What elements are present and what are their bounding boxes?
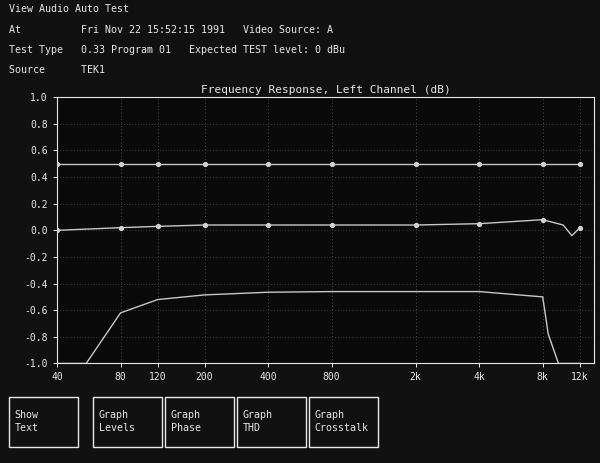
Text: Graph
Crosstalk: Graph Crosstalk (314, 410, 368, 433)
FancyBboxPatch shape (9, 396, 78, 447)
Text: Source      TEK1: Source TEK1 (9, 65, 105, 75)
Text: Show
Text: Show Text (14, 410, 38, 433)
Text: Graph
Phase: Graph Phase (170, 410, 200, 433)
Text: Graph
THD: Graph THD (242, 410, 272, 433)
Title: Frequency Response, Left Channel (dB): Frequency Response, Left Channel (dB) (200, 85, 451, 95)
Text: Test Type   0.33 Program 01   Expected TEST level: 0 dBu: Test Type 0.33 Program 01 Expected TEST … (9, 45, 345, 55)
Text: Graph
Levels: Graph Levels (98, 410, 134, 433)
FancyBboxPatch shape (237, 396, 306, 447)
FancyBboxPatch shape (309, 396, 378, 447)
Text: View Audio Auto Test: View Audio Auto Test (9, 4, 129, 14)
FancyBboxPatch shape (93, 396, 162, 447)
FancyBboxPatch shape (165, 396, 234, 447)
Text: At          Fri Nov 22 15:52:15 1991   Video Source: A: At Fri Nov 22 15:52:15 1991 Video Source… (9, 25, 333, 35)
